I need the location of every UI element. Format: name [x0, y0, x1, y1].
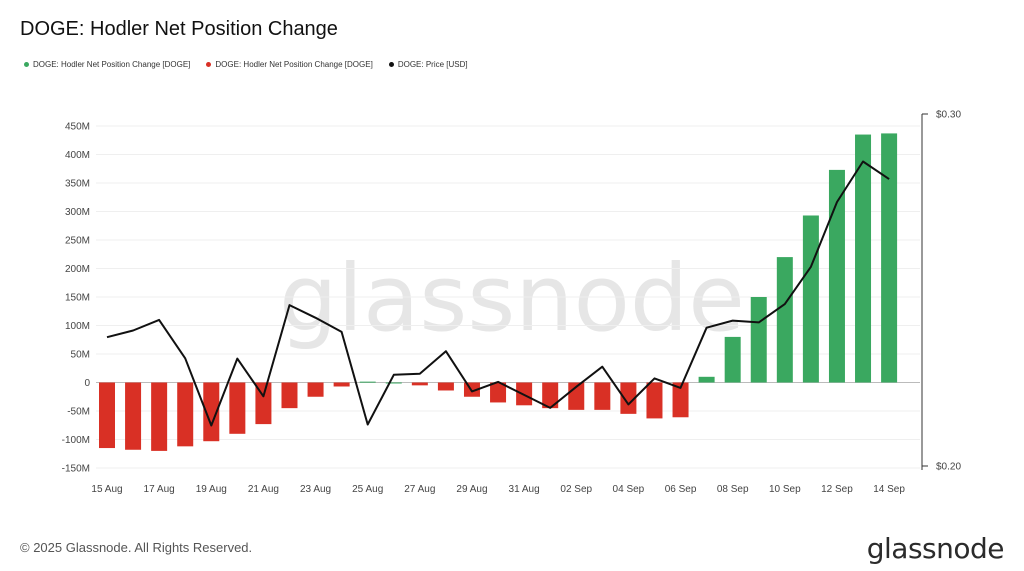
y-right-tick-label: $0.20 [936, 462, 961, 473]
legend-item-green-bars[interactable]: DOGE: Hodler Net Position Change [DOGE] [24, 60, 190, 69]
legend-label-green: DOGE: Hodler Net Position Change [DOGE] [33, 60, 191, 69]
x-tick-label: 15 Aug [91, 484, 122, 495]
x-tick-label: 19 Aug [196, 484, 227, 495]
bar-08-sep [724, 336, 741, 383]
bar-26-aug [385, 382, 402, 384]
x-tick-label: 12 Sep [821, 484, 853, 495]
y-right-tick-label: $0.30 [936, 110, 961, 121]
x-tick-label: 23 Aug [300, 484, 331, 495]
legend-label-red: DOGE: Hodler Net Position Change [DOGE] [215, 60, 373, 69]
bar-12-sep [828, 169, 845, 383]
bar-23-aug [307, 382, 324, 397]
bar-24-aug [333, 382, 350, 387]
legend-marker-price [388, 62, 394, 67]
y-left-tick-label: 50M [71, 350, 90, 361]
bar-20-aug [229, 382, 246, 434]
bar-11-sep [802, 215, 819, 383]
bar-09-sep [750, 297, 767, 383]
chart-title: DOGE: Hodler Net Position Change [20, 18, 338, 40]
bar-22-aug [281, 382, 298, 409]
price-line-layer [106, 160, 890, 427]
y-left-tick-label: 450M [65, 122, 90, 133]
y-left-tick-label: -150M [62, 464, 90, 475]
bar-19-aug [203, 382, 220, 442]
axis-layer: 450M 400M 350M 300M 250M 200M 150M 100M 50M 0 -50M… [62, 110, 962, 496]
bar-07-sep [698, 376, 715, 383]
bar-21-aug [255, 382, 272, 425]
grid-layer [96, 125, 920, 469]
x-tick-label: 08 Sep [717, 484, 749, 495]
legend-marker-green [24, 62, 29, 67]
glassnode-logo: glassnode [866, 532, 1005, 565]
bar-17-aug [151, 382, 168, 451]
x-tick-label: 14 Sep [873, 484, 905, 495]
y-left-tick-label: 150M [65, 293, 90, 304]
x-tick-label: 25 Aug [352, 484, 383, 495]
y-left-tick-label: 400M [65, 150, 90, 161]
x-tick-label: 27 Aug [404, 484, 435, 495]
legend-label-price: DOGE: Price [USD] [397, 60, 468, 69]
bar-14-sep [881, 133, 898, 383]
bar-18-aug [177, 382, 194, 447]
bar-04-sep [620, 382, 637, 414]
bar-05-sep [646, 382, 663, 419]
y-left-tick-label: 0 [84, 378, 90, 389]
chart-legend: DOGE: Hodler Net Position Change [DOGE] … [24, 60, 468, 69]
x-tick-label: 04 Sep [613, 484, 645, 495]
bar-10-sep [776, 257, 793, 383]
bar-30-aug [490, 382, 507, 403]
legend-marker-red [206, 62, 212, 67]
y-left-tick-label: 350M [65, 179, 90, 190]
x-tick-label: 17 Aug [144, 484, 175, 495]
bar-13-sep [855, 134, 872, 383]
y-left-tick-label: -100M [62, 435, 90, 446]
bar-15-aug [99, 382, 115, 449]
x-tick-label: 06 Sep [665, 484, 697, 495]
x-tick-label: 31 Aug [509, 484, 540, 495]
bar-06-sep [672, 382, 689, 418]
bar-01-sep [542, 382, 559, 409]
y-left-tick-label: 300M [65, 207, 90, 218]
y-left-tick-label: 100M [65, 321, 90, 332]
y-left-tick-label: 250M [65, 236, 90, 247]
bar-03-sep [594, 382, 611, 410]
bar-28-aug [437, 382, 454, 391]
x-tick-label: 02 Sep [560, 484, 592, 495]
x-tick-label: 21 Aug [248, 484, 279, 495]
price-line [106, 160, 890, 427]
x-tick-label: 29 Aug [456, 484, 487, 495]
y-left-tick-label: 200M [65, 264, 90, 275]
copyright-footer: © 2025 Glassnode. All Rights Reserved. [20, 540, 253, 555]
watermark-text: glassnode [279, 245, 745, 352]
legend-item-red-bars[interactable]: DOGE: Hodler Net Position Change [DOGE] [206, 60, 373, 69]
bar-25-aug [359, 381, 376, 383]
legend-item-price[interactable]: DOGE: Price [USD] [388, 60, 468, 69]
x-tick-label: 10 Sep [769, 484, 801, 495]
bar-16-aug [125, 382, 142, 450]
bar-27-aug [411, 382, 428, 386]
y-left-tick-label: -50M [67, 407, 90, 418]
